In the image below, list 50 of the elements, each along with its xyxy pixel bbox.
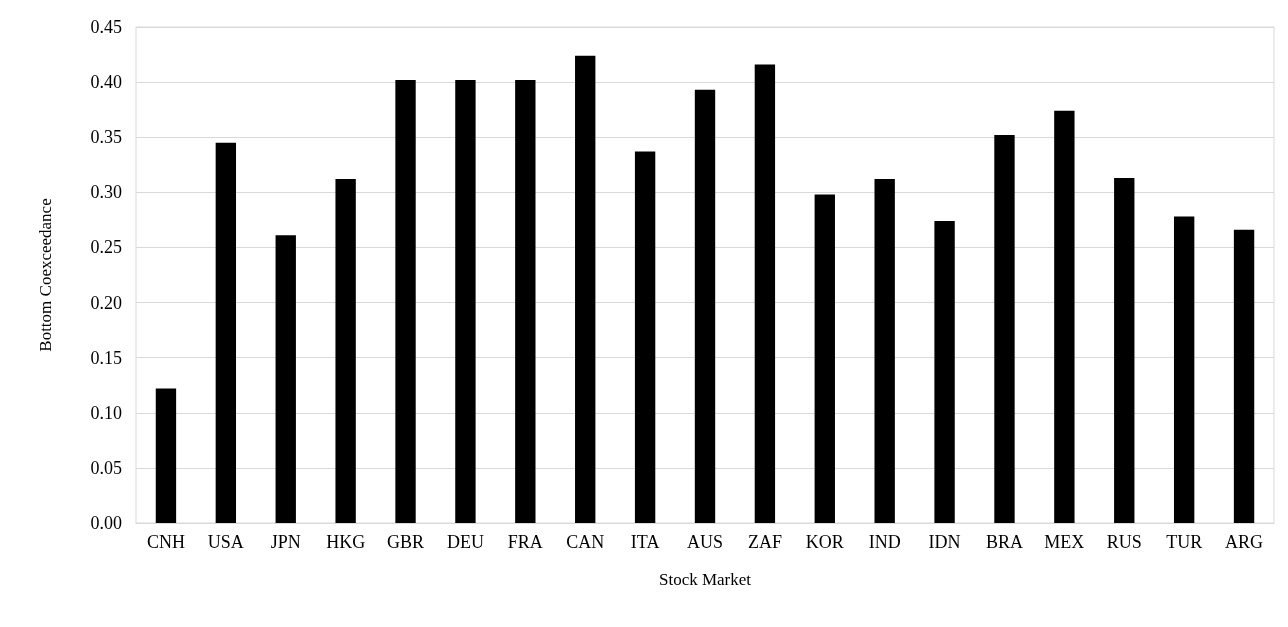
y-tick-label: 0.40 [90, 72, 122, 93]
x-tick-label: ARG [1225, 532, 1264, 552]
x-tick-label: HKG [326, 532, 366, 552]
bar [634, 151, 656, 523]
x-axis-title: Stock Market [658, 570, 752, 589]
x-tick-label: RUS [1106, 532, 1142, 552]
bar [1173, 216, 1195, 523]
y-tick-label: 0.35 [90, 127, 122, 148]
x-tick-label: CNH [146, 532, 185, 552]
bar [215, 142, 237, 523]
y-tick-label: 0.30 [90, 182, 122, 203]
x-tick-label: AUS [686, 532, 724, 552]
x-tick-label: ZAF [747, 532, 782, 552]
bar [1054, 110, 1075, 523]
bar [694, 89, 716, 523]
bar [515, 79, 536, 523]
y-tick-label: 0.15 [90, 347, 122, 368]
y-tick-label: 0.25 [90, 237, 122, 258]
bar [754, 64, 776, 523]
bar [395, 79, 416, 523]
x-tick-label: BRA [985, 532, 1023, 552]
bar [1114, 178, 1135, 523]
y-tick-label: 0.10 [90, 402, 122, 423]
bar [934, 220, 955, 523]
y-tick-label: 0.45 [90, 17, 122, 37]
bar [335, 179, 356, 523]
y-tick-label: 0.05 [90, 457, 122, 478]
bar [874, 179, 895, 523]
x-tick-label: USA [207, 532, 244, 552]
x-tick-label: KOR [805, 532, 844, 552]
x-tick-label: FRA [507, 532, 543, 552]
x-tick-label: IND [868, 532, 901, 552]
bar [994, 135, 1015, 523]
y-tick-label: 0.20 [90, 292, 122, 313]
x-tick-label: JPN [270, 532, 301, 552]
x-tick-label: GBR [387, 532, 425, 552]
y-tick-label: 0.00 [90, 513, 122, 533]
bar [814, 194, 835, 523]
x-tick-label: TUR [1166, 532, 1203, 552]
x-tick-label: MEX [1044, 532, 1085, 552]
x-tick-label: IDN [928, 532, 961, 552]
bar [275, 235, 296, 523]
y-axis-title: Bottom Coexceedance [36, 198, 55, 352]
x-tick-label: CAN [566, 532, 605, 552]
x-tick-label: ITA [630, 532, 660, 552]
bar [155, 388, 177, 523]
x-tick-label: DEU [446, 532, 484, 552]
bar [1233, 229, 1255, 523]
bar [455, 79, 476, 523]
bar [575, 55, 596, 523]
